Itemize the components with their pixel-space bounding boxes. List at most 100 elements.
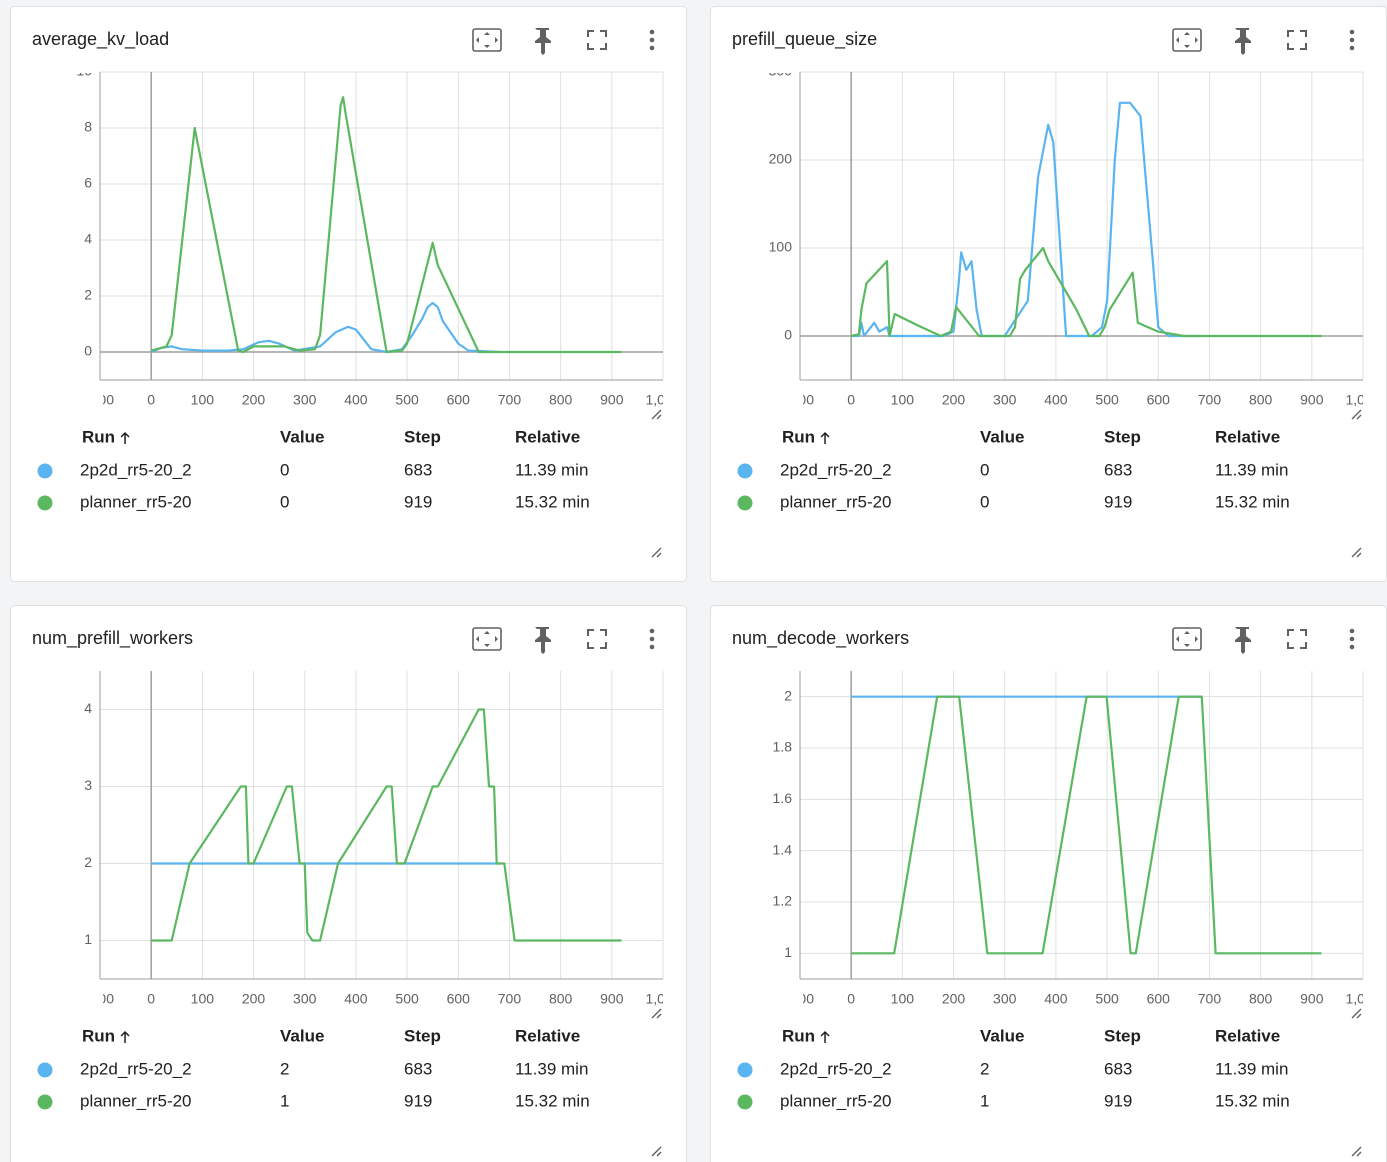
y-tick-label: 3	[84, 777, 92, 793]
series-line	[850, 246, 1322, 338]
legend-label: planner_rr5-20	[780, 492, 892, 511]
series-line	[150, 96, 622, 354]
legend-label: 2p2d_rr5-20_2	[80, 1059, 192, 1078]
icon-shape	[1349, 37, 1355, 43]
table-header: Relative	[1215, 427, 1280, 446]
x-tick-label: 0	[147, 991, 155, 1007]
icon-shape	[649, 636, 655, 642]
icon-shape	[1172, 28, 1202, 52]
table-header: Run	[782, 1026, 815, 1045]
y-tick-label: 0	[84, 343, 92, 359]
x-tick-label: 200	[242, 991, 266, 1007]
chart-title: num_decode_workers	[732, 628, 909, 649]
table-cell: 11.39 min	[1215, 460, 1288, 479]
legend-swatch	[737, 1094, 753, 1110]
legend-swatch	[737, 495, 753, 511]
icon-shape	[651, 1008, 662, 1019]
fullscreen-button[interactable]	[1287, 629, 1307, 649]
icon-shape	[1235, 627, 1251, 654]
x-tick-label: 100	[891, 991, 915, 1007]
sort-arrow	[820, 431, 830, 444]
card	[10, 6, 687, 582]
legend-label: planner_rr5-20	[80, 1091, 192, 1110]
x-tick-label: 700	[1198, 392, 1222, 408]
x-tick-label: 400	[344, 392, 368, 408]
resize-handle[interactable]	[1351, 547, 1362, 558]
resize-handle[interactable]	[1351, 1146, 1362, 1157]
fit-domain-button[interactable]	[1172, 28, 1202, 52]
x-tick-label: -100	[86, 991, 114, 1007]
legend-label: planner_rr5-20	[780, 1091, 892, 1110]
legend-swatch	[37, 463, 53, 479]
more-button[interactable]	[649, 29, 655, 51]
fit-domain-button[interactable]	[472, 28, 502, 52]
y-tick-label: 0	[784, 327, 792, 343]
y-tick-label: 1	[784, 944, 792, 960]
y-tick-label: 2	[84, 854, 92, 870]
legend-label: planner_rr5-20	[80, 492, 192, 511]
card	[10, 605, 687, 1162]
table-header: Relative	[515, 1026, 580, 1045]
table-header: Step	[404, 427, 441, 446]
table-cell: 0	[980, 492, 989, 511]
table-header: Run	[82, 427, 115, 446]
x-tick-label: 200	[242, 392, 266, 408]
resize-handle[interactable]	[651, 1146, 662, 1157]
table-cell: 11.39 min	[515, 460, 588, 479]
fullscreen-button[interactable]	[587, 30, 607, 50]
fit-domain-button[interactable]	[472, 627, 502, 651]
resize-handle[interactable]	[651, 547, 662, 558]
card	[710, 605, 1387, 1162]
pin-button[interactable]	[535, 627, 551, 654]
table-cell: 0	[980, 460, 989, 479]
icon-shape	[1172, 627, 1202, 651]
fullscreen-button[interactable]	[1287, 30, 1307, 50]
chart-title: num_prefill_workers	[32, 628, 193, 649]
resize-handle[interactable]	[1351, 1008, 1362, 1019]
x-tick-label: 300	[293, 392, 317, 408]
table-cell: 919	[1104, 492, 1132, 511]
table-cell: 0	[280, 460, 289, 479]
icon-shape	[649, 29, 655, 35]
icon-shape	[472, 28, 502, 52]
fullscreen-button[interactable]	[587, 629, 607, 649]
y-tick-label: 4	[84, 700, 92, 716]
icon-shape	[649, 628, 655, 634]
x-tick-label: 600	[447, 392, 471, 408]
table-cell: 2	[980, 1059, 989, 1078]
resize-handle[interactable]	[651, 409, 662, 420]
x-tick-label: 0	[847, 392, 855, 408]
resize-handle[interactable]	[1351, 409, 1362, 420]
icon-shape	[1351, 1008, 1362, 1019]
pin-button[interactable]	[535, 28, 551, 55]
icon-shape	[651, 547, 662, 558]
x-tick-label: -100	[786, 392, 814, 408]
table-header: Run	[82, 1026, 115, 1045]
y-tick-label: 1.6	[773, 790, 793, 806]
fit-domain-button[interactable]	[1172, 627, 1202, 651]
table-header: Run	[782, 427, 815, 446]
table-header: Value	[980, 427, 1024, 446]
table-header: Value	[280, 427, 324, 446]
x-tick-label: 500	[395, 991, 419, 1007]
table-cell: 683	[404, 460, 432, 479]
more-button[interactable]	[1349, 29, 1355, 51]
icon-shape	[651, 409, 662, 420]
icon-shape	[1349, 29, 1355, 35]
icon-shape	[649, 45, 655, 51]
more-button[interactable]	[1349, 628, 1355, 650]
icon-shape	[1349, 636, 1355, 642]
x-tick-label: 500	[395, 392, 419, 408]
table-cell: 0	[280, 492, 289, 511]
resize-handle[interactable]	[651, 1008, 662, 1019]
legend-label: 2p2d_rr5-20_2	[780, 460, 892, 479]
icon-shape	[1349, 628, 1355, 634]
pin-button[interactable]	[1235, 28, 1251, 55]
more-button[interactable]	[649, 628, 655, 650]
table-cell: 683	[1104, 1059, 1132, 1078]
table-cell: 919	[1104, 1091, 1132, 1110]
y-tick-label: 100	[769, 239, 793, 255]
icon-shape	[649, 37, 655, 43]
x-tick-label: 0	[147, 392, 155, 408]
pin-button[interactable]	[1235, 627, 1251, 654]
